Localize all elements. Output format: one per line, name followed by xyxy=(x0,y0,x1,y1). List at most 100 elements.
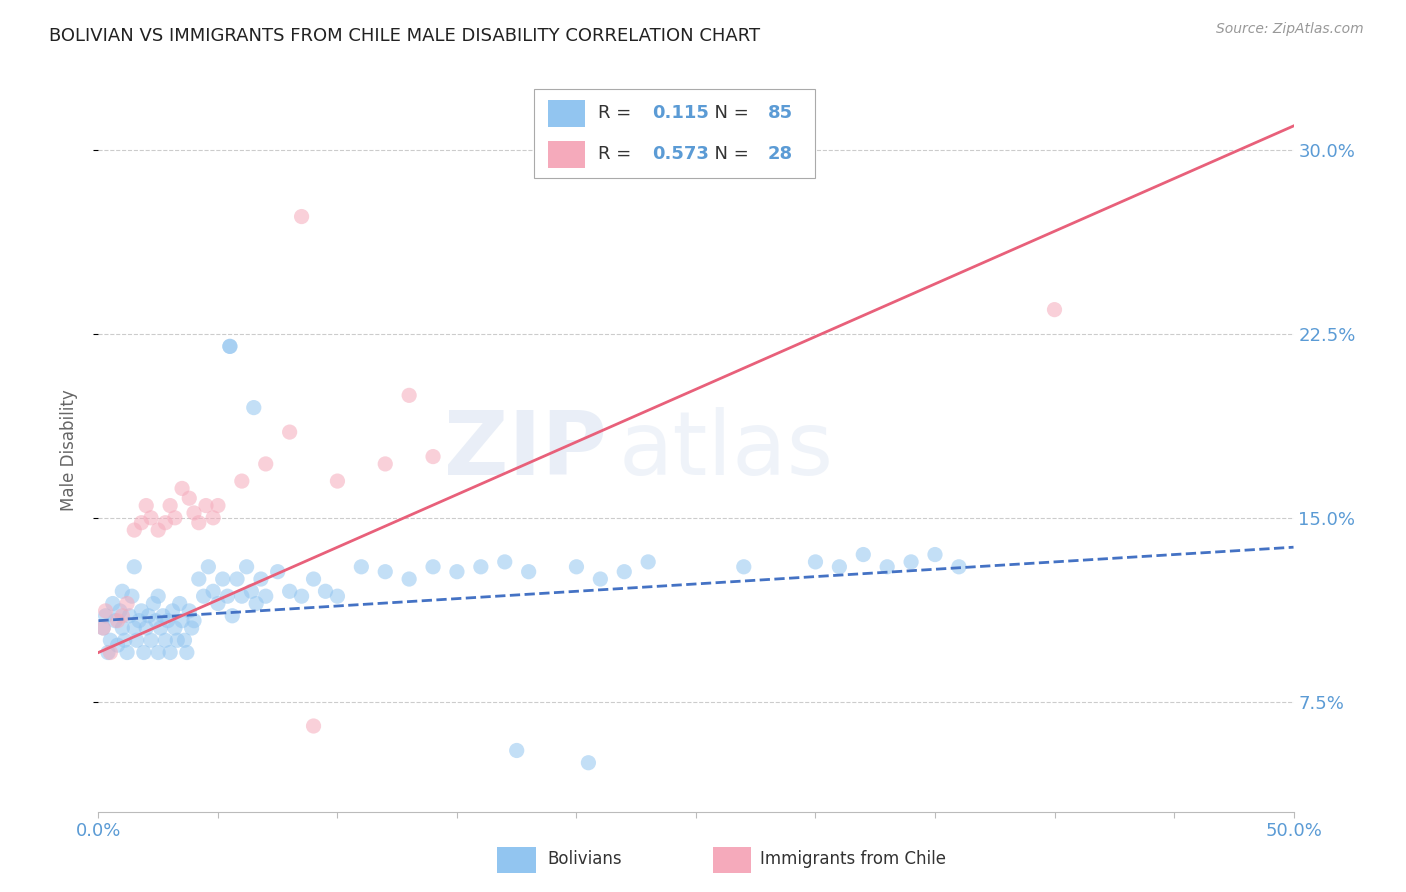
Y-axis label: Male Disability: Male Disability xyxy=(59,390,77,511)
Point xyxy=(115,646,138,660)
Text: Immigrants from Chile: Immigrants from Chile xyxy=(761,849,946,868)
Point xyxy=(172,482,194,496)
Text: 0.573: 0.573 xyxy=(652,145,709,163)
Point xyxy=(804,555,827,569)
Point xyxy=(291,210,314,224)
Point xyxy=(202,511,225,525)
Point xyxy=(231,474,253,488)
Point xyxy=(142,597,165,611)
Point xyxy=(924,548,946,562)
Point xyxy=(589,572,612,586)
Point xyxy=(565,559,588,574)
Point xyxy=(183,506,205,520)
Point xyxy=(876,559,898,574)
Point xyxy=(243,401,266,415)
Point xyxy=(374,457,396,471)
Point xyxy=(91,621,114,635)
Text: ZIP: ZIP xyxy=(443,407,606,494)
Point xyxy=(97,646,120,660)
Point xyxy=(179,491,201,506)
Point xyxy=(159,499,181,513)
Point xyxy=(183,614,205,628)
Point xyxy=(219,339,242,353)
Point xyxy=(217,589,239,603)
Point xyxy=(111,608,134,623)
Point xyxy=(250,572,273,586)
Point xyxy=(267,565,290,579)
Point xyxy=(398,572,420,586)
Point xyxy=(155,633,177,648)
Point xyxy=(107,614,129,628)
Point xyxy=(98,646,122,660)
Point xyxy=(155,516,177,530)
Point xyxy=(350,559,373,574)
Point xyxy=(254,589,277,603)
Point xyxy=(221,608,243,623)
Point xyxy=(187,572,209,586)
Text: N =: N = xyxy=(703,145,755,163)
Point xyxy=(202,584,225,599)
Point xyxy=(108,604,131,618)
Point xyxy=(162,604,184,618)
Point xyxy=(148,589,170,603)
Point xyxy=(98,633,122,648)
Text: R =: R = xyxy=(598,104,637,122)
Point xyxy=(163,621,186,635)
Point xyxy=(172,614,194,628)
Point xyxy=(179,604,201,618)
Point xyxy=(302,719,325,733)
Text: atlas: atlas xyxy=(619,407,834,494)
Point xyxy=(517,565,540,579)
Point xyxy=(326,589,349,603)
Point xyxy=(852,548,875,562)
Point xyxy=(132,646,155,660)
Point xyxy=(326,474,349,488)
Point xyxy=(422,559,444,574)
Point xyxy=(193,589,215,603)
Point xyxy=(138,608,160,623)
Point xyxy=(115,597,138,611)
Point xyxy=(125,633,148,648)
Point xyxy=(207,499,229,513)
Point xyxy=(494,555,516,569)
Point xyxy=(240,584,263,599)
Point xyxy=(152,608,174,623)
Point xyxy=(94,604,117,618)
Point xyxy=(506,743,529,757)
Point xyxy=(118,608,141,623)
Point xyxy=(156,614,179,628)
Point xyxy=(733,559,755,574)
Point xyxy=(278,425,301,439)
Point xyxy=(163,511,186,525)
Point xyxy=(149,621,172,635)
Point xyxy=(578,756,600,770)
Point xyxy=(254,457,277,471)
Text: 85: 85 xyxy=(768,104,793,122)
Point xyxy=(107,638,129,652)
FancyBboxPatch shape xyxy=(534,89,815,178)
Point xyxy=(180,621,202,635)
Point xyxy=(135,621,157,635)
Point xyxy=(169,597,191,611)
Point xyxy=(176,646,198,660)
Point xyxy=(121,589,143,603)
Point xyxy=(124,621,146,635)
Point xyxy=(91,621,114,635)
Point xyxy=(315,584,337,599)
Point xyxy=(226,572,249,586)
Text: 0.115: 0.115 xyxy=(652,104,709,122)
Text: Bolivians: Bolivians xyxy=(548,849,623,868)
Point xyxy=(828,559,851,574)
Point xyxy=(131,516,153,530)
Point xyxy=(104,614,127,628)
Point xyxy=(613,565,636,579)
Point xyxy=(231,589,253,603)
Point xyxy=(302,572,325,586)
Point xyxy=(948,559,970,574)
Point xyxy=(159,646,181,660)
Point xyxy=(446,565,468,579)
Point xyxy=(195,499,218,513)
Point xyxy=(207,597,229,611)
Point xyxy=(148,646,170,660)
Point xyxy=(139,633,162,648)
